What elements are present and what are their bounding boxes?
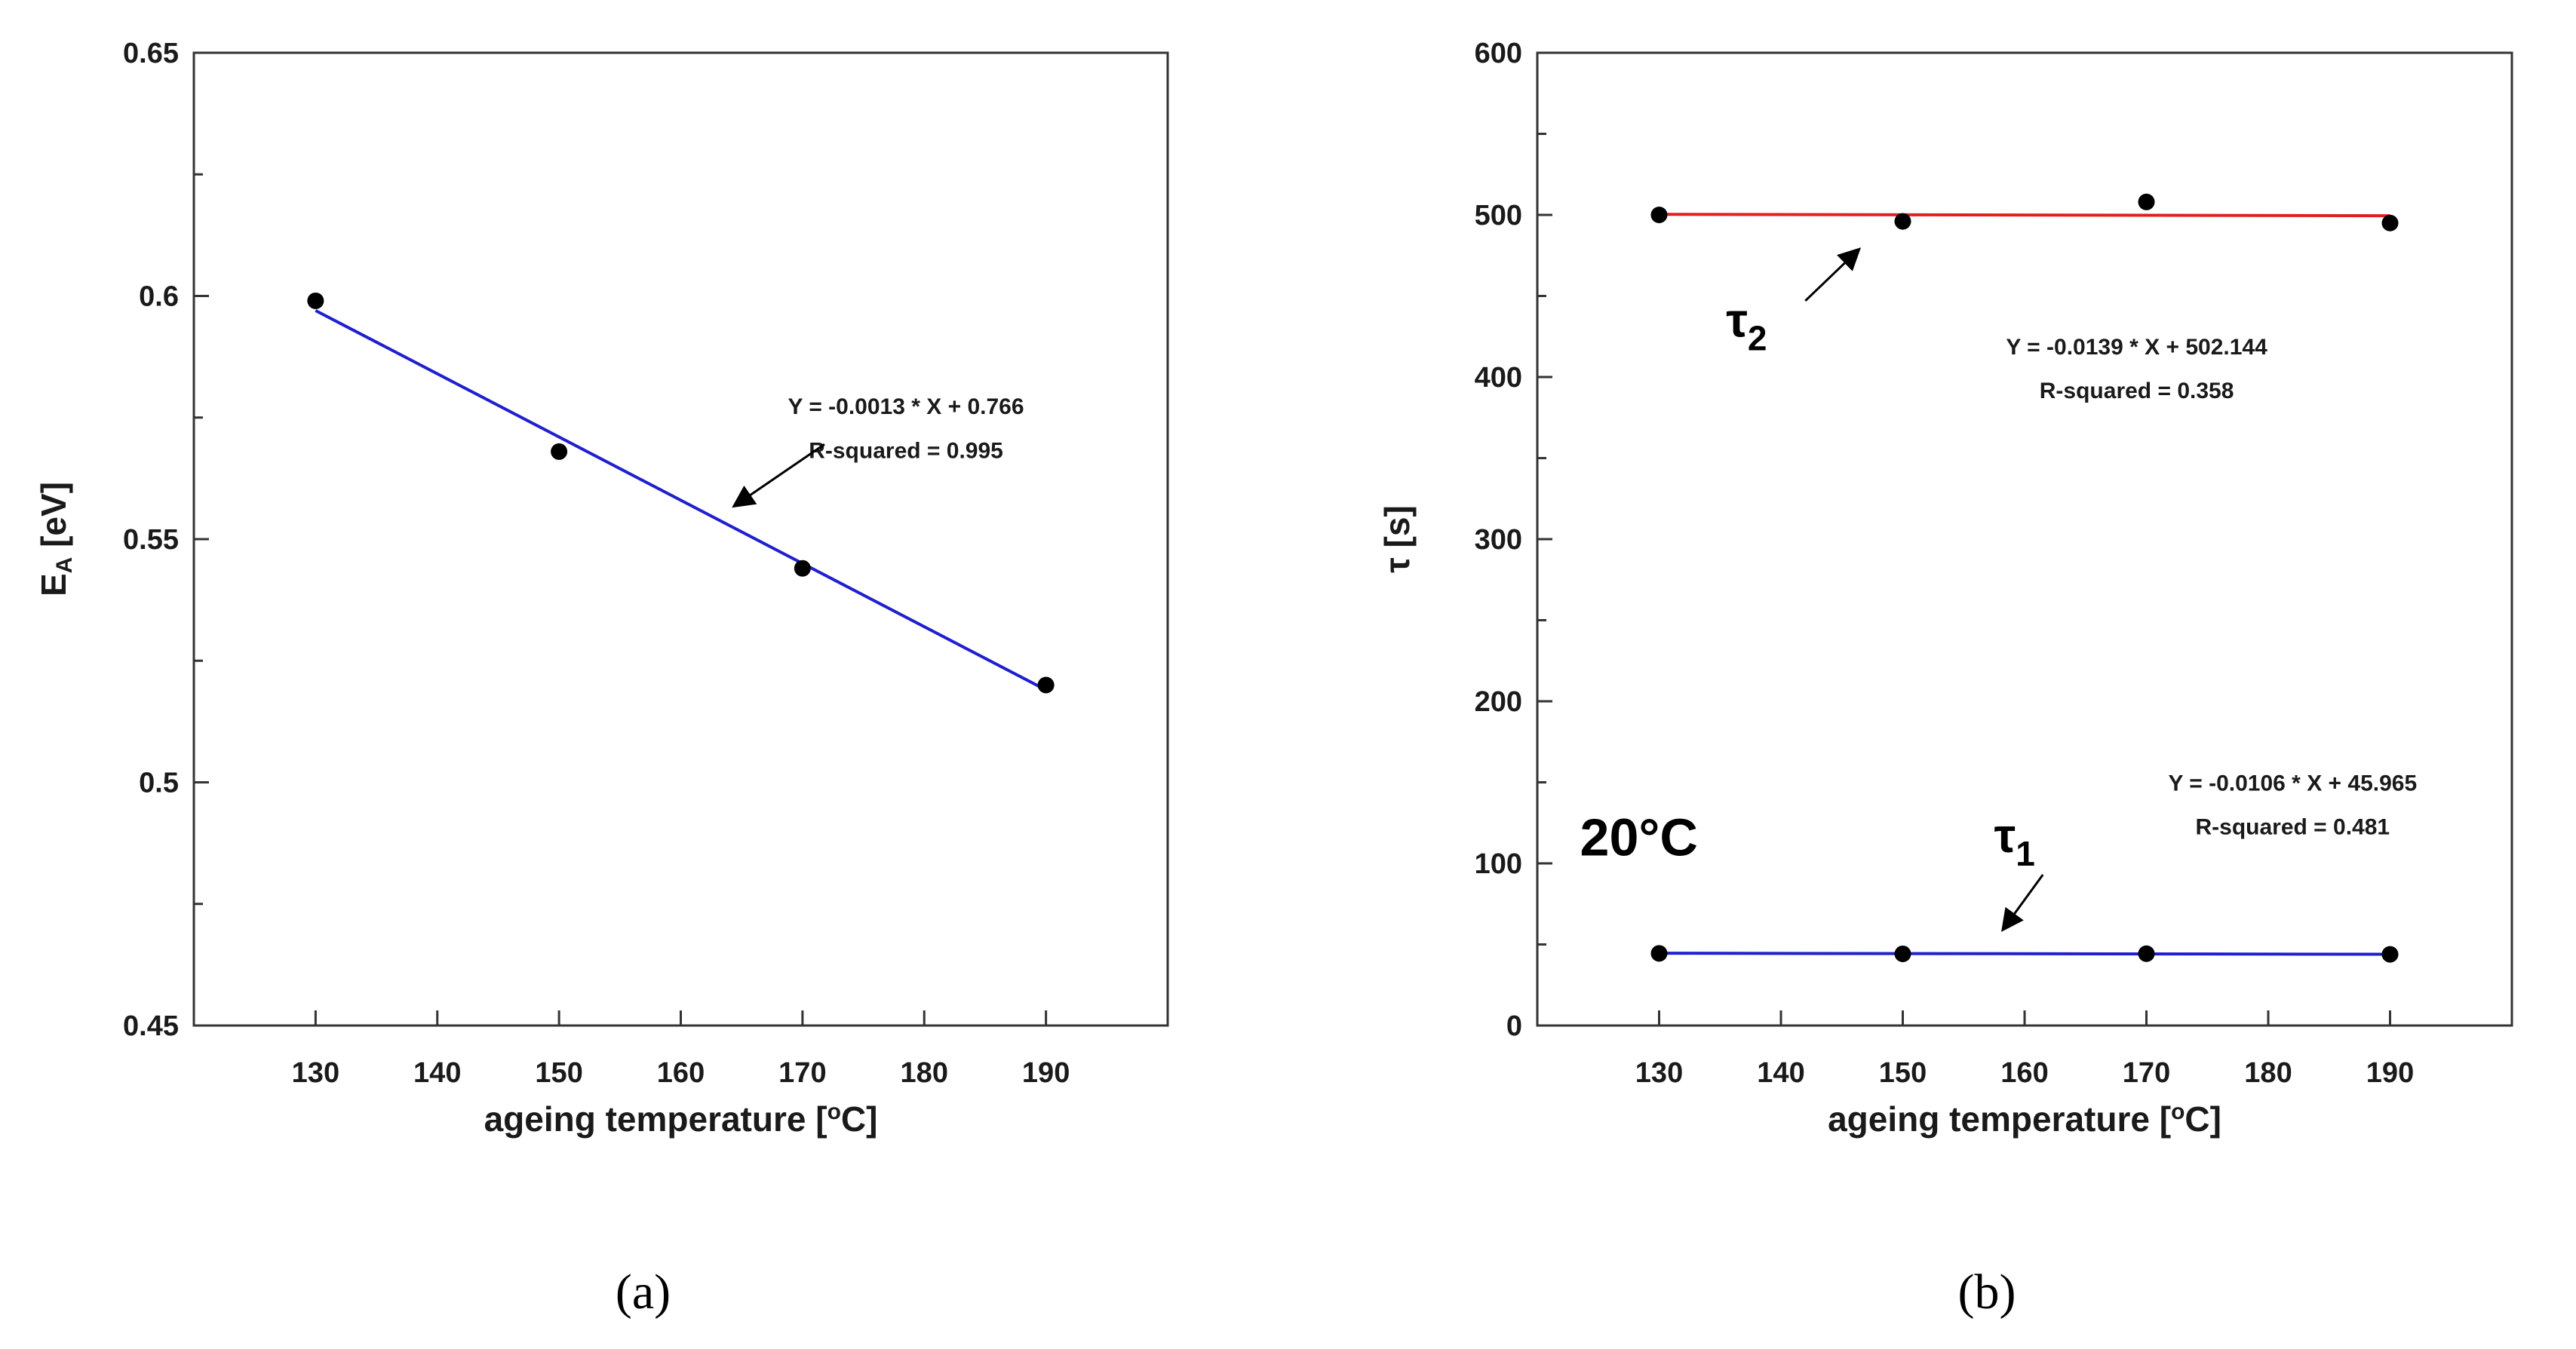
- y-tick-label: 0.45: [123, 1010, 179, 1042]
- x-tick-label: 190: [1022, 1057, 1070, 1089]
- r-squared-tau1: R-squared = 0.481: [2195, 814, 2390, 839]
- x-tick-label: 170: [778, 1057, 826, 1089]
- fit-equation-tau1: Y = -0.0106 * X + 45.965: [2168, 771, 2417, 796]
- y-tick-label: 0.6: [139, 281, 179, 313]
- x-tick-label: 140: [1757, 1057, 1804, 1089]
- fit-equation-a: Y = -0.0013 * X + 0.766: [788, 394, 1024, 419]
- y-tick-label: 0.65: [123, 38, 179, 69]
- annotation-arrow-tau1: [2001, 874, 2044, 932]
- x-tick-label: 190: [2366, 1057, 2414, 1089]
- data-point: [1650, 207, 1668, 223]
- data-point: [1650, 945, 1668, 962]
- data-point: [2138, 193, 2155, 210]
- panel-label-b: (b): [1958, 1265, 2016, 1320]
- panel-label-a: (a): [616, 1265, 671, 1320]
- y-tick-label: 200: [1475, 686, 1522, 718]
- plot-frame-a: [192, 51, 1169, 1027]
- data-point: [2138, 945, 2155, 962]
- y-tick-label: 100: [1475, 848, 1522, 880]
- chart-panel-a: 0.45 0.5 0.55 0.6 0.65 130 140 150 160 170 180 190…: [34, 38, 1169, 1320]
- fit-line-τ2: [1659, 213, 2390, 218]
- y-tick-label: 0: [1506, 1010, 1522, 1042]
- fit-line-EA: [315, 309, 1047, 691]
- r-squared-tau2: R-squared = 0.358: [2040, 379, 2234, 403]
- temperature-annotation: 20°C: [1580, 808, 1698, 866]
- y-tick-label: 300: [1475, 524, 1522, 556]
- x-axis-b: 130 140 150 160 170 180 190: [1635, 1010, 2414, 1089]
- data-point: [551, 443, 568, 460]
- data-points-a: [307, 292, 1055, 694]
- x-tick-label: 170: [2123, 1057, 2170, 1089]
- x-tick-label: 130: [292, 1057, 339, 1089]
- x-tick-label: 130: [1635, 1057, 1683, 1089]
- data-point: [1894, 213, 1911, 230]
- series-label-tau1: τ1: [1994, 808, 2035, 873]
- y-tick-label: 0.5: [139, 768, 179, 799]
- series-label-tau2: τ2: [1726, 293, 1767, 357]
- fit-lines-a: [315, 309, 1047, 691]
- data-point: [2381, 946, 2399, 963]
- x-axis-title-a-sup: o: [827, 1099, 841, 1124]
- y-axis-title-a: EA [eV]: [34, 482, 77, 596]
- chart-panel-b: 0 100 200 300 400 500 600 130 140 150 160 170 180 19…: [1377, 38, 2513, 1320]
- y-tick-label: 500: [1475, 200, 1522, 231]
- x-tick-label: 180: [901, 1057, 948, 1089]
- x-tick-label: 160: [2000, 1057, 2048, 1089]
- annotation-arrow-a: [732, 443, 825, 508]
- data-point: [1894, 945, 1911, 962]
- x-tick-label: 180: [2244, 1057, 2292, 1089]
- y-tick-label: 0.55: [123, 524, 179, 556]
- x-tick-label: 150: [535, 1057, 582, 1089]
- series-label-tau2-sub: 2: [1748, 318, 1767, 357]
- y-axis-a: 0.45 0.5 0.55 0.6 0.65: [123, 38, 209, 1042]
- plot-frame-b: [1536, 51, 2513, 1027]
- data-point: [794, 560, 811, 577]
- r-squared-a: R-squared = 0.995: [809, 438, 1003, 463]
- x-tick-label: 160: [657, 1057, 705, 1089]
- y-tick-label: 600: [1475, 38, 1522, 69]
- fit-equation-tau2: Y = -0.0139 * X + 502.144: [2006, 335, 2267, 360]
- data-points-b: [1650, 193, 2399, 963]
- x-axis-title-b-sup: o: [2171, 1099, 2185, 1124]
- y-axis-title-b: τ [s]: [1377, 505, 1417, 573]
- x-axis-title-b: ageing temperature [oC]: [1828, 1099, 2221, 1139]
- annotation-arrow-tau2: [1804, 247, 1862, 302]
- x-axis-title-a: ageing temperature [oC]: [484, 1099, 878, 1139]
- x-tick-label: 140: [413, 1057, 461, 1089]
- data-point: [2381, 214, 2399, 231]
- y-tick-label: 400: [1475, 362, 1522, 394]
- data-point: [307, 292, 324, 309]
- data-point: [1037, 676, 1055, 694]
- x-axis-a: 130 140 150 160 170 180 190: [292, 1010, 1070, 1089]
- fit-lines-b: [1659, 213, 2390, 956]
- series-label-tau1-sub: 1: [2016, 834, 2035, 873]
- y-axis-title-a-sub: A: [52, 557, 77, 574]
- fit-line-τ1: [1659, 952, 2390, 956]
- y-axis-b: 0 100 200 300 400 500 600: [1475, 38, 1552, 1042]
- x-tick-label: 150: [1879, 1057, 1927, 1089]
